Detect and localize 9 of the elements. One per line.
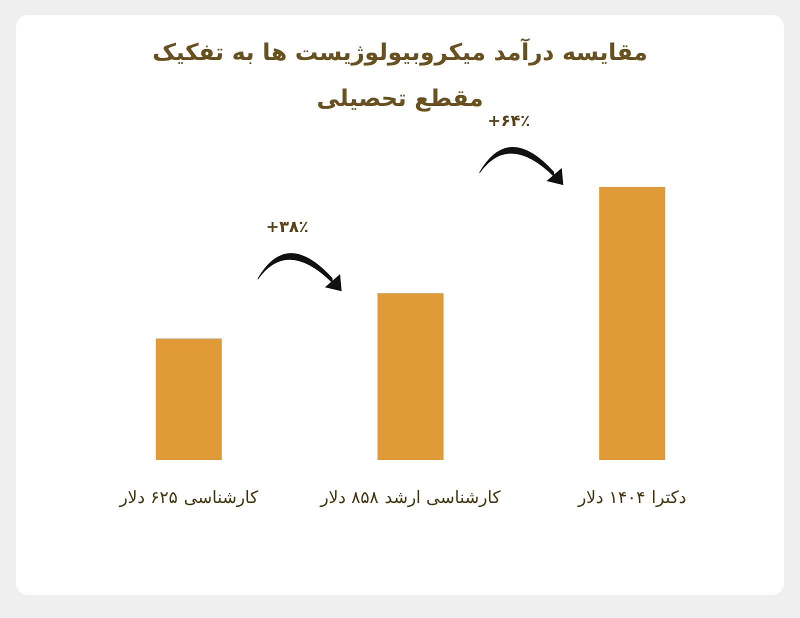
chart-title: مقایسه درآمد میکروبیولوژیست ها به تفکیک مقطع تحصیلی	[152, 40, 648, 112]
annotation: +۳۸٪	[266, 217, 309, 236]
x-tick-label: کارشناسی	[184, 488, 260, 508]
annotation: +۶۴٪	[487, 111, 530, 130]
value-label: ۶۲۵ دلار	[119, 488, 178, 508]
x-tick-label: دکترا	[651, 488, 686, 508]
x-tick-label: کارشناسی ارشد	[384, 488, 502, 508]
value-label: ۸۵۸ دلار	[320, 488, 379, 508]
value-label: ۱۴۰۴ دلار	[578, 488, 646, 508]
